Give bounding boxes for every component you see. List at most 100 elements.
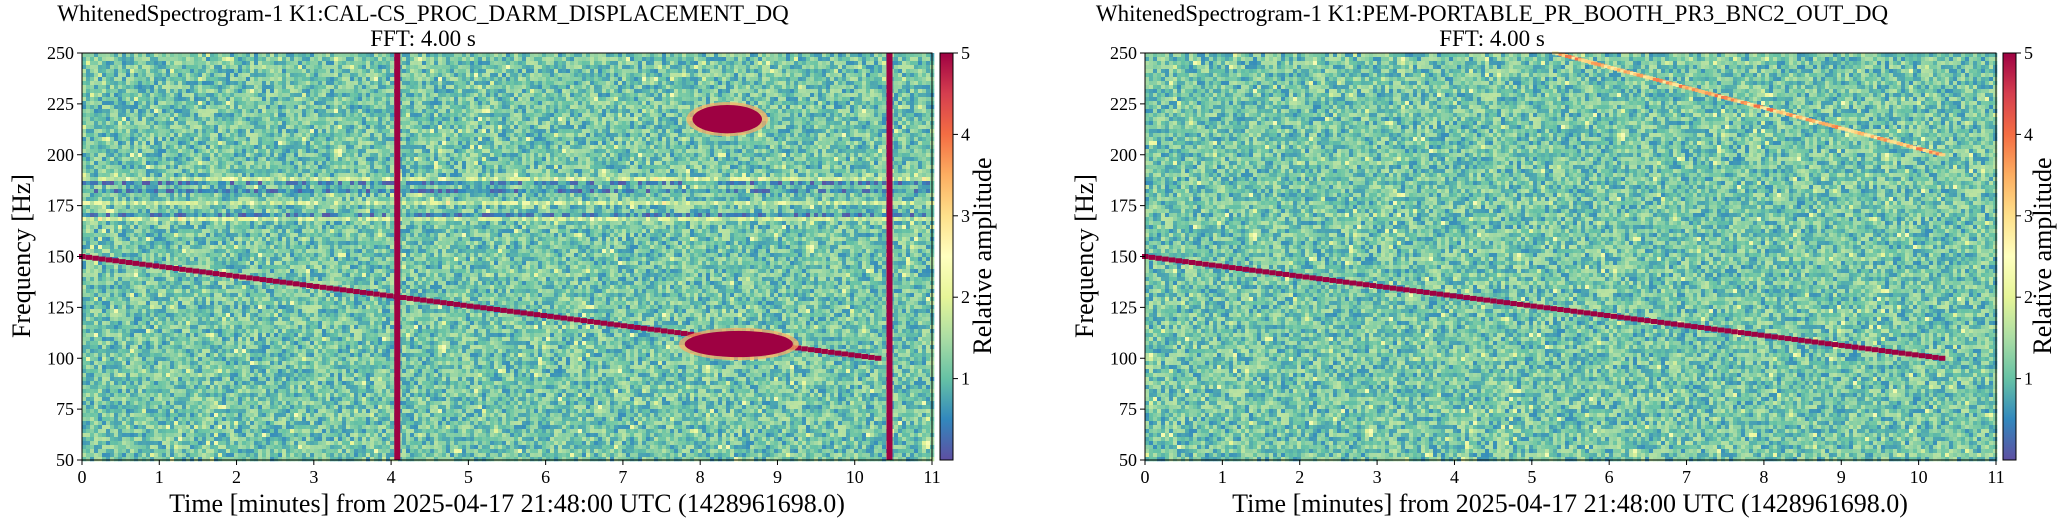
faint-chirp-segment <box>1782 112 1790 116</box>
chirp-segment <box>1162 256 1169 262</box>
chart-title: WhitenedSpectrogram-1 K1:CAL-CS_PROC_DAR… <box>57 1 789 26</box>
chirp-segment <box>1644 318 1651 324</box>
chirp-segment <box>333 286 340 292</box>
faint-chirp-segment <box>1786 113 1793 117</box>
x-tick-label: 3 <box>309 467 318 487</box>
chirp-segment <box>1202 261 1209 267</box>
faint-chirp-segment <box>1860 132 1868 136</box>
faint-chirp-segment <box>1851 130 1858 134</box>
chirp-segment <box>1804 338 1812 344</box>
chirp-segment <box>266 277 273 283</box>
chirp-segment <box>1215 263 1223 269</box>
chirp-segment <box>1570 308 1578 314</box>
chirp-segment <box>226 272 233 278</box>
chirp-segment <box>299 282 307 288</box>
chirp-segment <box>1416 289 1424 295</box>
chirp-segment <box>1630 316 1638 322</box>
y-tick-label: 200 <box>47 145 74 165</box>
chirp-segment <box>1262 269 1270 275</box>
x-tick-label: 5 <box>464 467 473 487</box>
chirp-segment <box>1771 334 1778 340</box>
chirp-segment <box>212 271 220 277</box>
chirp-segment <box>828 349 835 355</box>
chirp-segment <box>139 261 146 267</box>
chirp-segment <box>1543 305 1551 311</box>
chirp-segment <box>346 288 354 294</box>
faint-chirp-segment <box>1708 92 1715 96</box>
chirp-segment <box>1885 348 1892 354</box>
chirp-segment <box>1758 332 1765 338</box>
faint-chirp-segment <box>1938 153 1946 157</box>
chirp-segment <box>1436 291 1444 297</box>
chirp-segment <box>1677 322 1685 328</box>
chirp-segment <box>453 301 461 307</box>
faint-chirp-segment <box>1737 100 1744 104</box>
faint-chirp-segment <box>1743 101 1751 105</box>
chirp-segment <box>1503 300 1511 306</box>
faint-chirp-segment <box>1841 127 1848 131</box>
chirp-segment <box>614 322 621 328</box>
chirp-segment <box>540 312 547 318</box>
chirp-segment <box>1684 323 1691 329</box>
chirp-segment <box>814 348 822 354</box>
faint-chirp-segment <box>1847 129 1855 133</box>
chirp-segment <box>1229 265 1236 271</box>
chirp-segment <box>1617 314 1624 320</box>
chirp-segment <box>1550 306 1557 312</box>
chirp-segment <box>1670 321 1678 327</box>
chirp-segment <box>848 352 855 358</box>
faint-chirp-segment <box>1669 82 1676 86</box>
chirp-segment <box>1918 353 1926 359</box>
x-tick-label: 10 <box>846 467 864 487</box>
faint-chirp-segment <box>1756 105 1764 109</box>
chirp-segment <box>1845 343 1852 349</box>
faint-chirp-segment <box>1613 67 1621 71</box>
chirp-segment <box>1650 318 1658 324</box>
chirp-segment <box>1530 303 1537 309</box>
chirp-segment <box>1516 301 1524 307</box>
chirp-segment <box>1523 302 1531 308</box>
chirp-segment <box>1175 258 1182 264</box>
faint-chirp-segment <box>1620 69 1627 73</box>
chirp-segment <box>1235 265 1243 271</box>
chirp-segment <box>1168 257 1176 263</box>
chirp-segment <box>326 285 333 291</box>
faint-chirp-segment <box>1604 65 1611 69</box>
chirp-segment <box>1342 279 1350 285</box>
faint-chirp-segment <box>1734 99 1741 103</box>
faint-chirp-segment <box>1828 124 1835 128</box>
faint-chirp-segment <box>1727 97 1735 101</box>
faint-chirp-segment <box>1877 137 1884 141</box>
chirp-segment <box>620 323 628 329</box>
chirp-segment <box>1349 280 1357 286</box>
faint-chirp-segment <box>1701 90 1709 94</box>
chirp-segment <box>1657 319 1665 325</box>
faint-chirp-segment <box>1574 57 1582 61</box>
chirp-segment <box>841 351 848 357</box>
y-tick-label: 50 <box>1119 450 1137 470</box>
chirp-segment <box>1329 277 1336 283</box>
chirp-segment <box>179 266 186 272</box>
x-axis-label: Time [minutes] from 2025-04-17 21:48:00 … <box>1232 489 1908 518</box>
faint-chirp-segment <box>1883 138 1891 142</box>
chirp-segment <box>386 293 394 299</box>
chirp-segment <box>1878 348 1886 354</box>
faint-chirp-segment <box>1630 72 1637 76</box>
faint-chirp-segment <box>1854 131 1861 135</box>
chirp-segment <box>446 301 454 307</box>
chirp-segment <box>286 280 293 286</box>
faint-chirp-segment <box>1688 87 1696 91</box>
chirp-segment <box>1811 339 1819 345</box>
chirp-segment <box>1336 278 1343 284</box>
colorbar-tick-label: 4 <box>961 124 970 144</box>
chirp-segment <box>1858 345 1865 351</box>
chirp-segment <box>680 330 688 336</box>
chirp-segment <box>1744 330 1752 336</box>
faint-chirp-segment <box>1873 136 1881 140</box>
faint-chirp-segment <box>1591 61 1598 65</box>
faint-chirp-segment <box>1662 80 1670 84</box>
chirp-segment <box>627 324 634 330</box>
chirp-segment <box>373 291 380 297</box>
chirp-segment <box>1851 344 1859 350</box>
chirp-segment <box>654 327 661 333</box>
